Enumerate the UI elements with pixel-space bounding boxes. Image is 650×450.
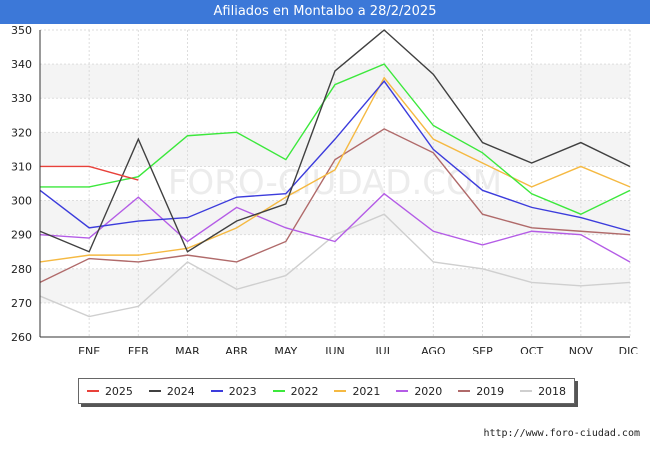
x-tick-label: DIC [619,345,639,354]
grid-lines [40,29,631,338]
legend-swatch [396,390,409,392]
legend-label: 2023 [228,384,257,398]
x-axis-ticks: ENE FEB MAR ABR MAY JUN JUL AGO SEP OCT NOV DIC [78,345,638,354]
y-tick-label: 350 [11,24,32,37]
legend-item-2020: 2020 [396,385,442,398]
x-tick-label: OCT [520,345,543,354]
legend-swatch [210,390,223,392]
x-tick-label: NOV [569,345,594,354]
legend-label: 2021 [352,384,381,398]
legend-swatch [272,390,285,392]
legend-label: 2020 [414,384,443,398]
series-line-2021 [39,76,631,263]
y-tick-label: 320 [11,126,32,139]
x-tick-label: ENE [78,345,100,354]
plot-band [40,64,630,99]
legend-swatch [334,390,347,392]
legend-item-2024: 2024 [148,384,195,398]
legend-swatch [86,390,99,392]
series-line-2024 [39,29,631,253]
legend-label: 2019 [476,384,505,398]
series-line-2019 [39,128,631,284]
x-tick-label: FEB [128,345,149,354]
x-tick-label: AGO [421,345,446,354]
y-axis-ticks: 260 270 280 290 300 310 320 330 340 350 [11,24,32,344]
y-tick-label: 340 [11,58,32,71]
source-url[interactable]: http://www.foro-ciudad.com [483,428,640,439]
x-tick-label: JUN [324,345,345,354]
legend-label: 2024 [166,384,195,398]
x-tick-label: JUL [374,345,393,354]
y-tick-label: 270 [11,297,32,310]
x-tick-label: ABR [225,345,248,354]
legend-label: 2025 [104,384,133,398]
series-lines [39,29,631,318]
legend-swatch [458,390,471,392]
legend-item-2023: 2023 [210,384,257,398]
legend-item-2022: 2022 [272,384,319,398]
legend-swatch [148,390,161,392]
y-tick-label: 260 [11,331,32,344]
series-line-2022 [40,63,631,215]
y-tick-label: 310 [11,160,32,173]
chart-title: Afiliados en Montalbo a 28/2/2025 [0,0,650,24]
legend-item-2018: 2018 [520,385,566,398]
series-line-2020 [39,192,631,263]
y-tick-label: 290 [11,229,32,242]
legend-item-2019: 2019 [458,385,504,398]
legend-item-2021: 2021 [334,385,380,398]
series-line-2023 [39,80,631,232]
x-tick-label: MAR [175,345,200,354]
legend-swatch [520,390,533,392]
plot-band [40,268,630,303]
legend-label: 2022 [290,384,319,398]
y-tick-label: 280 [11,263,32,276]
legend-label: 2018 [538,384,567,398]
line-chart: FORO-CIUDAD.COM 260270280290300310320330… [11,24,638,354]
y-tick-label: 300 [11,195,32,208]
x-tick-label: MAY [274,345,297,354]
legend: 2025 2024 2023 2022 2021 2020 2019 2018 [78,378,575,404]
x-tick-label: SEP [472,345,493,354]
series-line-2025 [40,165,139,181]
y-tick-label: 330 [11,92,32,105]
legend-item-2025: 2025 [86,384,133,398]
series-line-2018 [39,213,631,318]
